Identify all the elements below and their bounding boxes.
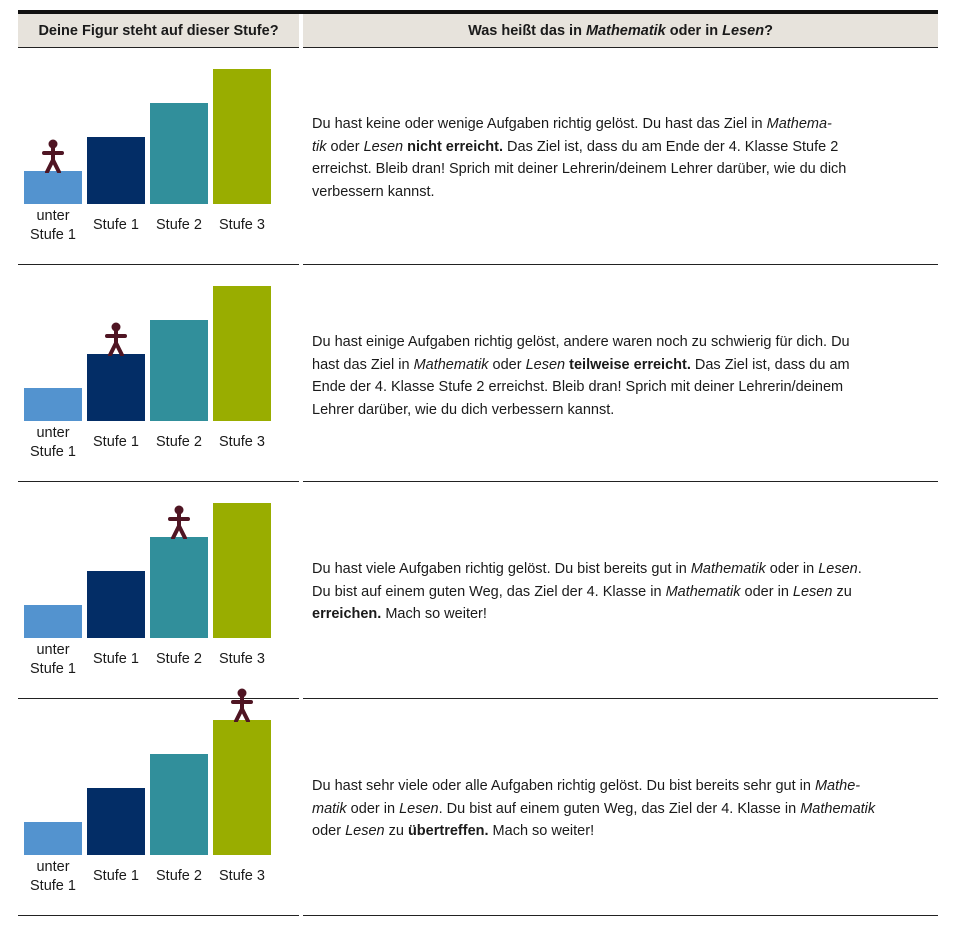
row-description: Du hast keine oder wenige Aufgaben richt… xyxy=(312,116,847,200)
step-bar-stufe2 xyxy=(150,754,208,855)
person-figure-icon xyxy=(231,688,253,722)
header-left: Deine Figur steht auf dieser Stufe? xyxy=(18,14,299,47)
step-bar-below xyxy=(24,171,82,204)
step-bar-below xyxy=(24,822,82,855)
step-bar-stufe1 xyxy=(87,354,145,421)
step-label-unter: unter xyxy=(36,859,70,875)
step-label-stufe3: Stufe 3 xyxy=(219,651,265,667)
step-label-stufe2: Stufe 2 xyxy=(156,217,202,233)
step-label-stufe2: Stufe 2 xyxy=(156,434,202,450)
row-divider xyxy=(18,698,299,699)
step-bar-stufe3 xyxy=(213,503,271,638)
row-divider xyxy=(18,47,299,48)
step-label-unter-stufe1: Stufe 1 xyxy=(30,878,76,894)
row-divider xyxy=(18,481,299,482)
step-label-stufe2: Stufe 2 xyxy=(156,868,202,884)
top-rule xyxy=(18,10,938,14)
step-bar-stufe2 xyxy=(150,103,208,204)
bottom-rule xyxy=(18,915,299,916)
row-divider xyxy=(303,698,938,699)
level-row: unter Stufe 1 Stufe 1 Stufe 2 Stufe 3 Du hast… xyxy=(0,264,957,481)
header-right: Was heißt das in Mathematik oder in Lese… xyxy=(303,14,938,47)
step-label-stufe1: Stufe 1 xyxy=(93,217,139,233)
step-bar-stufe3 xyxy=(213,69,271,204)
header-left-text: Deine Figur steht auf dieser Stufe? xyxy=(38,22,279,39)
level-row: unter Stufe 1 Stufe 1 Stufe 2 Stufe 3 Du hast… xyxy=(0,47,957,264)
person-figure-icon xyxy=(168,505,190,539)
bottom-rule xyxy=(303,915,938,916)
step-bar-stufe3 xyxy=(213,286,271,421)
person-figure-icon xyxy=(42,139,64,173)
step-label-unter-stufe1: Stufe 1 xyxy=(30,444,76,460)
step-bar-stufe1 xyxy=(87,788,145,855)
step-label-stufe3: Stufe 3 xyxy=(219,434,265,450)
row-divider xyxy=(303,264,938,265)
step-label-unter-stufe1: Stufe 1 xyxy=(30,661,76,677)
step-bar-stufe1 xyxy=(87,571,145,638)
step-label-stufe1: Stufe 1 xyxy=(93,434,139,450)
step-label-stufe3: Stufe 3 xyxy=(219,868,265,884)
step-bar-below xyxy=(24,605,82,638)
step-label-stufe1: Stufe 1 xyxy=(93,651,139,667)
person-figure-icon xyxy=(105,322,127,356)
step-bar-stufe3 xyxy=(213,720,271,855)
step-label-unter-stufe1: Stufe 1 xyxy=(30,227,76,243)
step-label-stufe3: Stufe 3 xyxy=(219,217,265,233)
row-divider xyxy=(18,264,299,265)
step-label-unter: unter xyxy=(36,208,70,224)
row-description: Du hast viele Aufgaben richtig gelöst. D… xyxy=(312,561,862,622)
step-bar-stufe2 xyxy=(150,320,208,421)
step-bar-below xyxy=(24,388,82,421)
step-bar-stufe1 xyxy=(87,137,145,204)
row-divider xyxy=(303,47,938,48)
step-bar-stufe2 xyxy=(150,537,208,638)
level-row: unter Stufe 1 Stufe 1 Stufe 2 Stufe 3 Du hast… xyxy=(0,481,957,698)
step-label-stufe2: Stufe 2 xyxy=(156,651,202,667)
row-divider xyxy=(303,481,938,482)
step-label-unter: unter xyxy=(36,642,70,658)
step-label-stufe1: Stufe 1 xyxy=(93,868,139,884)
row-description: Du hast einige Aufgaben richtig gelöst, … xyxy=(312,334,850,418)
header-right-text: Was heißt das in Mathematik oder in Lese… xyxy=(468,22,773,39)
level-row: unter Stufe 1 Stufe 1 Stufe 2 Stufe 3 Du hast… xyxy=(0,688,957,915)
step-label-unter: unter xyxy=(36,425,70,441)
row-description: Du hast sehr viele oder alle Aufgaben ri… xyxy=(312,778,876,839)
